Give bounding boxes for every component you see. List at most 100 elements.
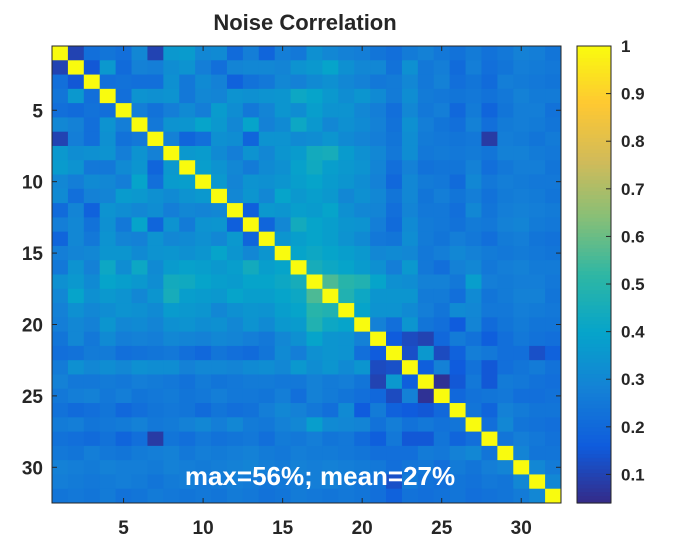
heatmap-cell	[99, 245, 117, 261]
heatmap-cell	[545, 117, 562, 133]
colorbar-segment	[577, 247, 611, 253]
heatmap-cell	[179, 160, 196, 176]
heatmap-cell	[67, 245, 85, 261]
heatmap-cell	[211, 288, 228, 304]
heatmap-cell	[322, 431, 339, 447]
heatmap-cell	[195, 474, 212, 490]
heatmap-cell	[513, 145, 530, 161]
heatmap-cell	[449, 88, 467, 104]
colorbar-segment	[577, 84, 611, 89]
heatmap-cell	[465, 417, 482, 433]
heatmap-cell	[401, 174, 419, 190]
heatmap-cell	[497, 460, 514, 475]
heatmap-cell	[545, 203, 562, 218]
heatmap-cell	[481, 374, 498, 390]
heatmap-cell	[433, 74, 451, 90]
heatmap-cell	[354, 103, 371, 118]
heatmap-cell	[322, 203, 339, 218]
heatmap-cell	[338, 417, 355, 433]
axis-ticks: 5 10 15 20 25 30 5 10 15 20 25 30	[22, 46, 561, 539]
heatmap-cell	[99, 288, 117, 304]
heatmap-cell	[195, 117, 212, 133]
heatmap-cell	[52, 403, 69, 418]
heatmap-cell	[417, 317, 435, 333]
heatmap-cell	[354, 60, 371, 76]
heatmap-cell	[147, 474, 164, 490]
heatmap-cell	[529, 345, 546, 361]
heatmap-cell	[147, 60, 164, 76]
heatmap-cell	[545, 474, 562, 490]
colorbar-segment	[577, 53, 611, 59]
heatmap-cell	[195, 288, 212, 304]
colorbar-tick-label: 0.2	[621, 418, 645, 437]
heatmap-cell	[322, 417, 339, 433]
heatmap-cell	[449, 274, 467, 290]
colorbar-segment	[577, 457, 611, 462]
heatmap-cell	[465, 231, 482, 247]
chart-title: Noise Correlation	[213, 10, 396, 35]
heatmap-cell	[147, 317, 164, 333]
heatmap-cell	[545, 417, 562, 433]
heatmap-cell	[513, 231, 530, 247]
heatmap-cell	[147, 345, 164, 361]
heatmap-cell	[354, 74, 371, 90]
heatmap-cell	[370, 217, 387, 233]
heatmap-cell	[258, 317, 276, 333]
heatmap-cell	[242, 74, 260, 90]
heatmap-cell	[131, 203, 148, 218]
heatmap-cell	[529, 160, 546, 176]
heatmap-cell	[497, 203, 514, 218]
heatmap-cell	[306, 474, 323, 490]
heatmap-cell	[163, 303, 180, 318]
heatmap-cell	[465, 174, 482, 190]
heatmap-cell	[290, 360, 307, 375]
heatmap-cell	[322, 274, 339, 290]
colorbar-segment	[577, 320, 611, 325]
heatmap-cell	[195, 317, 212, 333]
heatmap-cell	[226, 288, 244, 304]
heatmap-cell	[115, 174, 133, 190]
heatmap-cell	[545, 46, 562, 61]
heatmap-cell	[226, 117, 244, 133]
heatmap-cell	[147, 360, 164, 375]
heatmap-cell	[497, 88, 514, 104]
heatmap-cell	[338, 388, 355, 404]
x-tick-label: 15	[272, 518, 294, 539]
heatmap-cell	[306, 160, 323, 176]
heatmap-cell	[386, 274, 403, 290]
heatmap-cell	[338, 74, 355, 90]
colorbar-segment	[577, 495, 611, 500]
heatmap-cell	[99, 331, 117, 347]
heatmap-cell	[465, 474, 482, 490]
heatmap-cell	[386, 345, 403, 361]
heatmap-cell	[163, 60, 180, 76]
heatmap-cell	[401, 103, 419, 118]
heatmap-cell	[370, 145, 387, 161]
heatmap-cell	[131, 46, 148, 61]
heatmap-cell	[401, 203, 419, 218]
heatmap-cell	[370, 288, 387, 304]
heatmap-cell	[290, 331, 307, 347]
heatmap-cell	[211, 445, 228, 461]
heatmap-cell	[52, 317, 69, 333]
heatmap-cell	[354, 360, 371, 375]
heatmap-cell	[274, 131, 292, 147]
heatmap-cell	[433, 46, 451, 61]
heatmap-cell	[67, 188, 85, 204]
heatmap-cell	[465, 403, 482, 418]
heatmap-cell	[386, 374, 403, 390]
heatmap-cell	[529, 188, 546, 204]
heatmap-cell	[354, 231, 371, 247]
heatmap-cell	[386, 460, 403, 475]
heatmap-cell	[529, 131, 546, 147]
colorbar-segment	[577, 335, 611, 340]
heatmap-cell	[258, 260, 276, 275]
heatmap-cell	[147, 403, 164, 418]
heatmap-cell	[258, 331, 276, 347]
heatmap-cell	[417, 274, 435, 290]
heatmap-cell	[242, 174, 260, 190]
heatmap-cell	[179, 203, 196, 218]
heatmap-cell	[465, 345, 482, 361]
heatmap-cell	[433, 60, 451, 76]
heatmap-cell	[147, 245, 164, 261]
